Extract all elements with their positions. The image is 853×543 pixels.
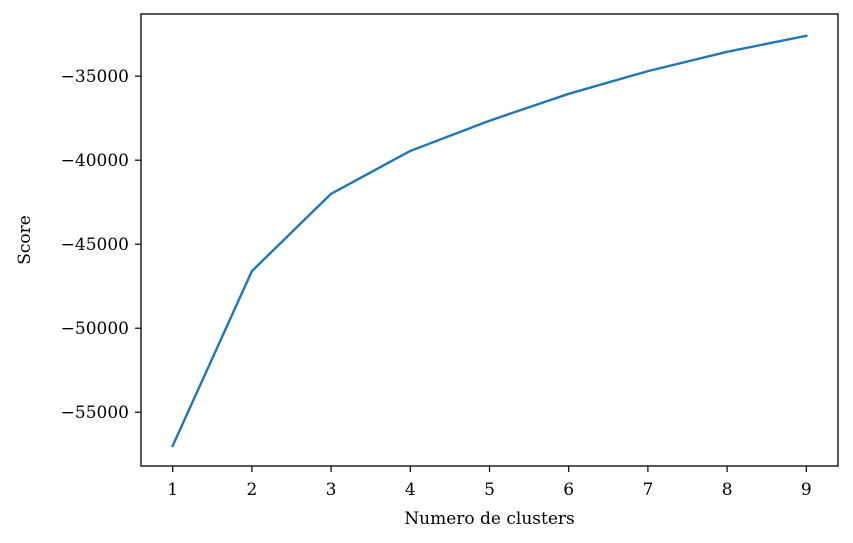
x-axis-label: Numero de clusters — [404, 509, 575, 529]
y-tick-label: −35000 — [61, 67, 129, 87]
y-tick-label: −50000 — [61, 319, 129, 339]
x-tick-label: 4 — [405, 480, 416, 500]
x-tick-label: 8 — [722, 480, 733, 500]
x-tick-label: 9 — [801, 480, 812, 500]
x-tick-label: 1 — [167, 480, 178, 500]
y-tick-label: −55000 — [61, 403, 129, 423]
plot-frame — [140, 13, 839, 467]
y-tick-label: −40000 — [61, 151, 129, 171]
y-axis-ticks: −55000 −50000 −45000 −40000 −35000 — [61, 67, 141, 423]
x-axis-ticks: 1 2 3 4 5 6 7 8 9 — [167, 466, 812, 500]
x-tick-label: 7 — [642, 480, 653, 500]
y-tick-label: −45000 — [61, 235, 129, 255]
y-axis-label: Score — [15, 215, 35, 265]
x-tick-label: 5 — [484, 480, 495, 500]
series-line — [171, 34, 808, 448]
x-tick-label: 3 — [326, 480, 337, 500]
x-tick-label: 2 — [246, 480, 257, 500]
x-tick-label: 6 — [563, 480, 574, 500]
